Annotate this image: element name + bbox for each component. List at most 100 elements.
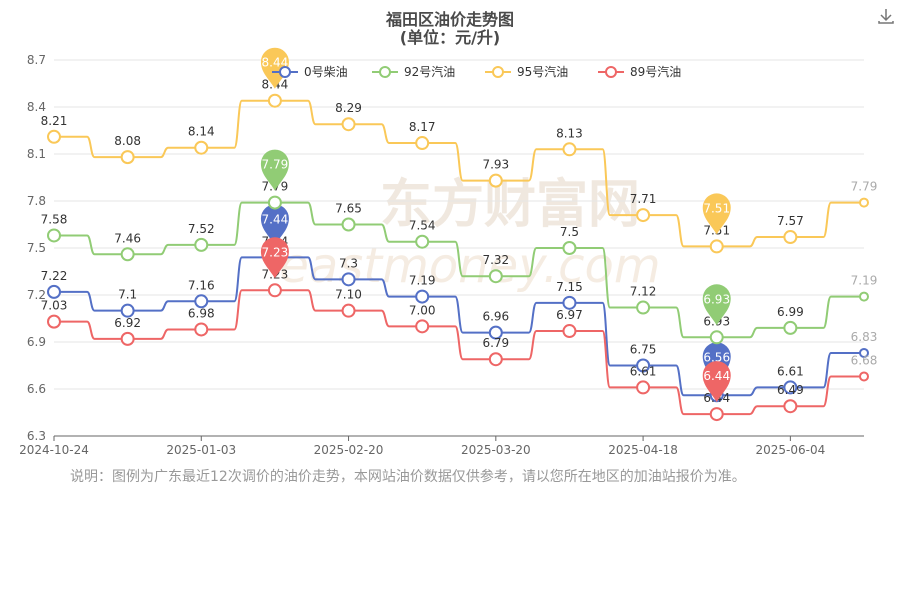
data-point xyxy=(859,197,869,208)
y-tick-label: 7.2 xyxy=(27,288,46,302)
data-label: 6.83 xyxy=(851,330,878,344)
data-label: 8.17 xyxy=(409,120,436,134)
y-tick-label: 7.8 xyxy=(27,194,46,208)
data-label: 6.98 xyxy=(188,306,215,320)
data-point xyxy=(783,230,798,245)
data-point xyxy=(267,195,282,210)
pin-label: 7.79 xyxy=(262,158,289,172)
data-label: 6.49 xyxy=(777,383,804,397)
legend-marker xyxy=(279,66,291,78)
data-label: 6.92 xyxy=(114,316,141,330)
data-label: 6.68 xyxy=(851,353,878,367)
x-tick-label: 2024-10-24 xyxy=(19,443,89,457)
data-point xyxy=(709,407,724,422)
pin-label: 8.44 xyxy=(262,56,289,70)
data-label: 7.10 xyxy=(335,288,362,302)
watermark-text: 东方财富网 xyxy=(380,175,640,235)
data-label: 7.57 xyxy=(777,214,804,228)
legend-marker xyxy=(605,66,617,78)
extreme-pin xyxy=(260,149,289,191)
data-point xyxy=(415,319,430,334)
data-label: 6.99 xyxy=(777,305,804,319)
series-line xyxy=(54,256,864,397)
pin-label: 7.44 xyxy=(262,212,289,226)
data-point xyxy=(194,294,209,309)
chart-title: 福田区油价走势图 xyxy=(385,10,514,29)
data-label: 7.12 xyxy=(630,285,657,299)
data-point xyxy=(341,117,356,132)
data-point xyxy=(562,142,577,157)
legend-label: 0号柴油 xyxy=(304,65,348,79)
data-point xyxy=(415,136,430,151)
data-label: 8.13 xyxy=(556,126,583,140)
pin-label: 7.23 xyxy=(262,245,289,259)
data-label: 7.54 xyxy=(409,219,436,233)
data-label: 7.58 xyxy=(41,212,68,226)
chart-note: 说明：图例为广东最近12次调价的油价走势，本网站油价数据仅供参考，请以您所在地区… xyxy=(70,469,746,485)
data-label: 7.00 xyxy=(409,303,436,317)
legend-marker xyxy=(492,66,504,78)
data-point xyxy=(783,399,798,414)
data-point xyxy=(859,291,869,302)
y-tick-label: 8.1 xyxy=(27,147,46,161)
pin-label: 7.51 xyxy=(703,201,730,215)
y-tick-label: 8.4 xyxy=(27,100,46,114)
data-label: 7.19 xyxy=(409,274,436,288)
data-point xyxy=(47,129,61,144)
data-point xyxy=(562,324,577,339)
data-point xyxy=(636,300,651,315)
data-point xyxy=(562,295,577,310)
data-point xyxy=(341,217,356,232)
data-point xyxy=(120,303,135,318)
legend-marker xyxy=(379,66,391,78)
data-label: 7.15 xyxy=(556,280,583,294)
y-tick-label: 6.9 xyxy=(27,335,46,349)
data-point xyxy=(488,269,503,284)
data-label: 6.96 xyxy=(482,310,509,324)
data-point xyxy=(47,228,61,243)
watermark-url: eastmoney.com xyxy=(279,238,660,294)
data-point xyxy=(859,347,869,358)
data-label: 8.29 xyxy=(335,101,362,115)
x-tick-label: 2025-06-04 xyxy=(755,443,825,457)
data-point xyxy=(488,325,503,340)
data-label: 7.19 xyxy=(851,274,878,288)
pin-label: 6.93 xyxy=(703,292,730,306)
data-label: 8.08 xyxy=(114,134,141,148)
data-point xyxy=(783,380,798,395)
download-icon[interactable] xyxy=(876,6,896,26)
legend-label: 92号汽油 xyxy=(404,64,455,79)
data-point xyxy=(341,272,356,287)
data-point xyxy=(267,283,282,298)
x-tick-label: 2025-02-20 xyxy=(314,443,384,457)
data-label: 6.61 xyxy=(630,364,657,378)
data-label: 7.65 xyxy=(335,202,362,216)
data-label: 6.79 xyxy=(482,336,509,350)
y-tick-label: 6.3 xyxy=(27,429,46,443)
data-point xyxy=(120,150,135,165)
data-point xyxy=(783,320,798,335)
x-tick-label: 2025-03-20 xyxy=(461,443,531,457)
y-tick-label: 6.6 xyxy=(27,382,46,396)
extreme-pin xyxy=(260,204,289,246)
data-point xyxy=(47,284,61,299)
series-line xyxy=(54,201,864,339)
data-point xyxy=(341,303,356,318)
data-label: 7.93 xyxy=(482,158,509,172)
data-point xyxy=(120,247,135,262)
data-label: 7.3 xyxy=(339,256,358,270)
extreme-pin xyxy=(260,47,289,89)
data-label: 7.22 xyxy=(41,269,68,283)
data-point xyxy=(562,241,577,255)
extreme-pin xyxy=(702,284,731,326)
data-label: 8.14 xyxy=(188,125,215,139)
data-label: 7.52 xyxy=(188,222,215,236)
data-label: 7.5 xyxy=(560,225,579,239)
data-label: 7.03 xyxy=(41,299,68,313)
data-point xyxy=(120,331,135,346)
y-tick-label: 7.5 xyxy=(27,241,46,255)
data-label: 7.16 xyxy=(188,278,215,292)
extreme-pin xyxy=(260,237,289,279)
